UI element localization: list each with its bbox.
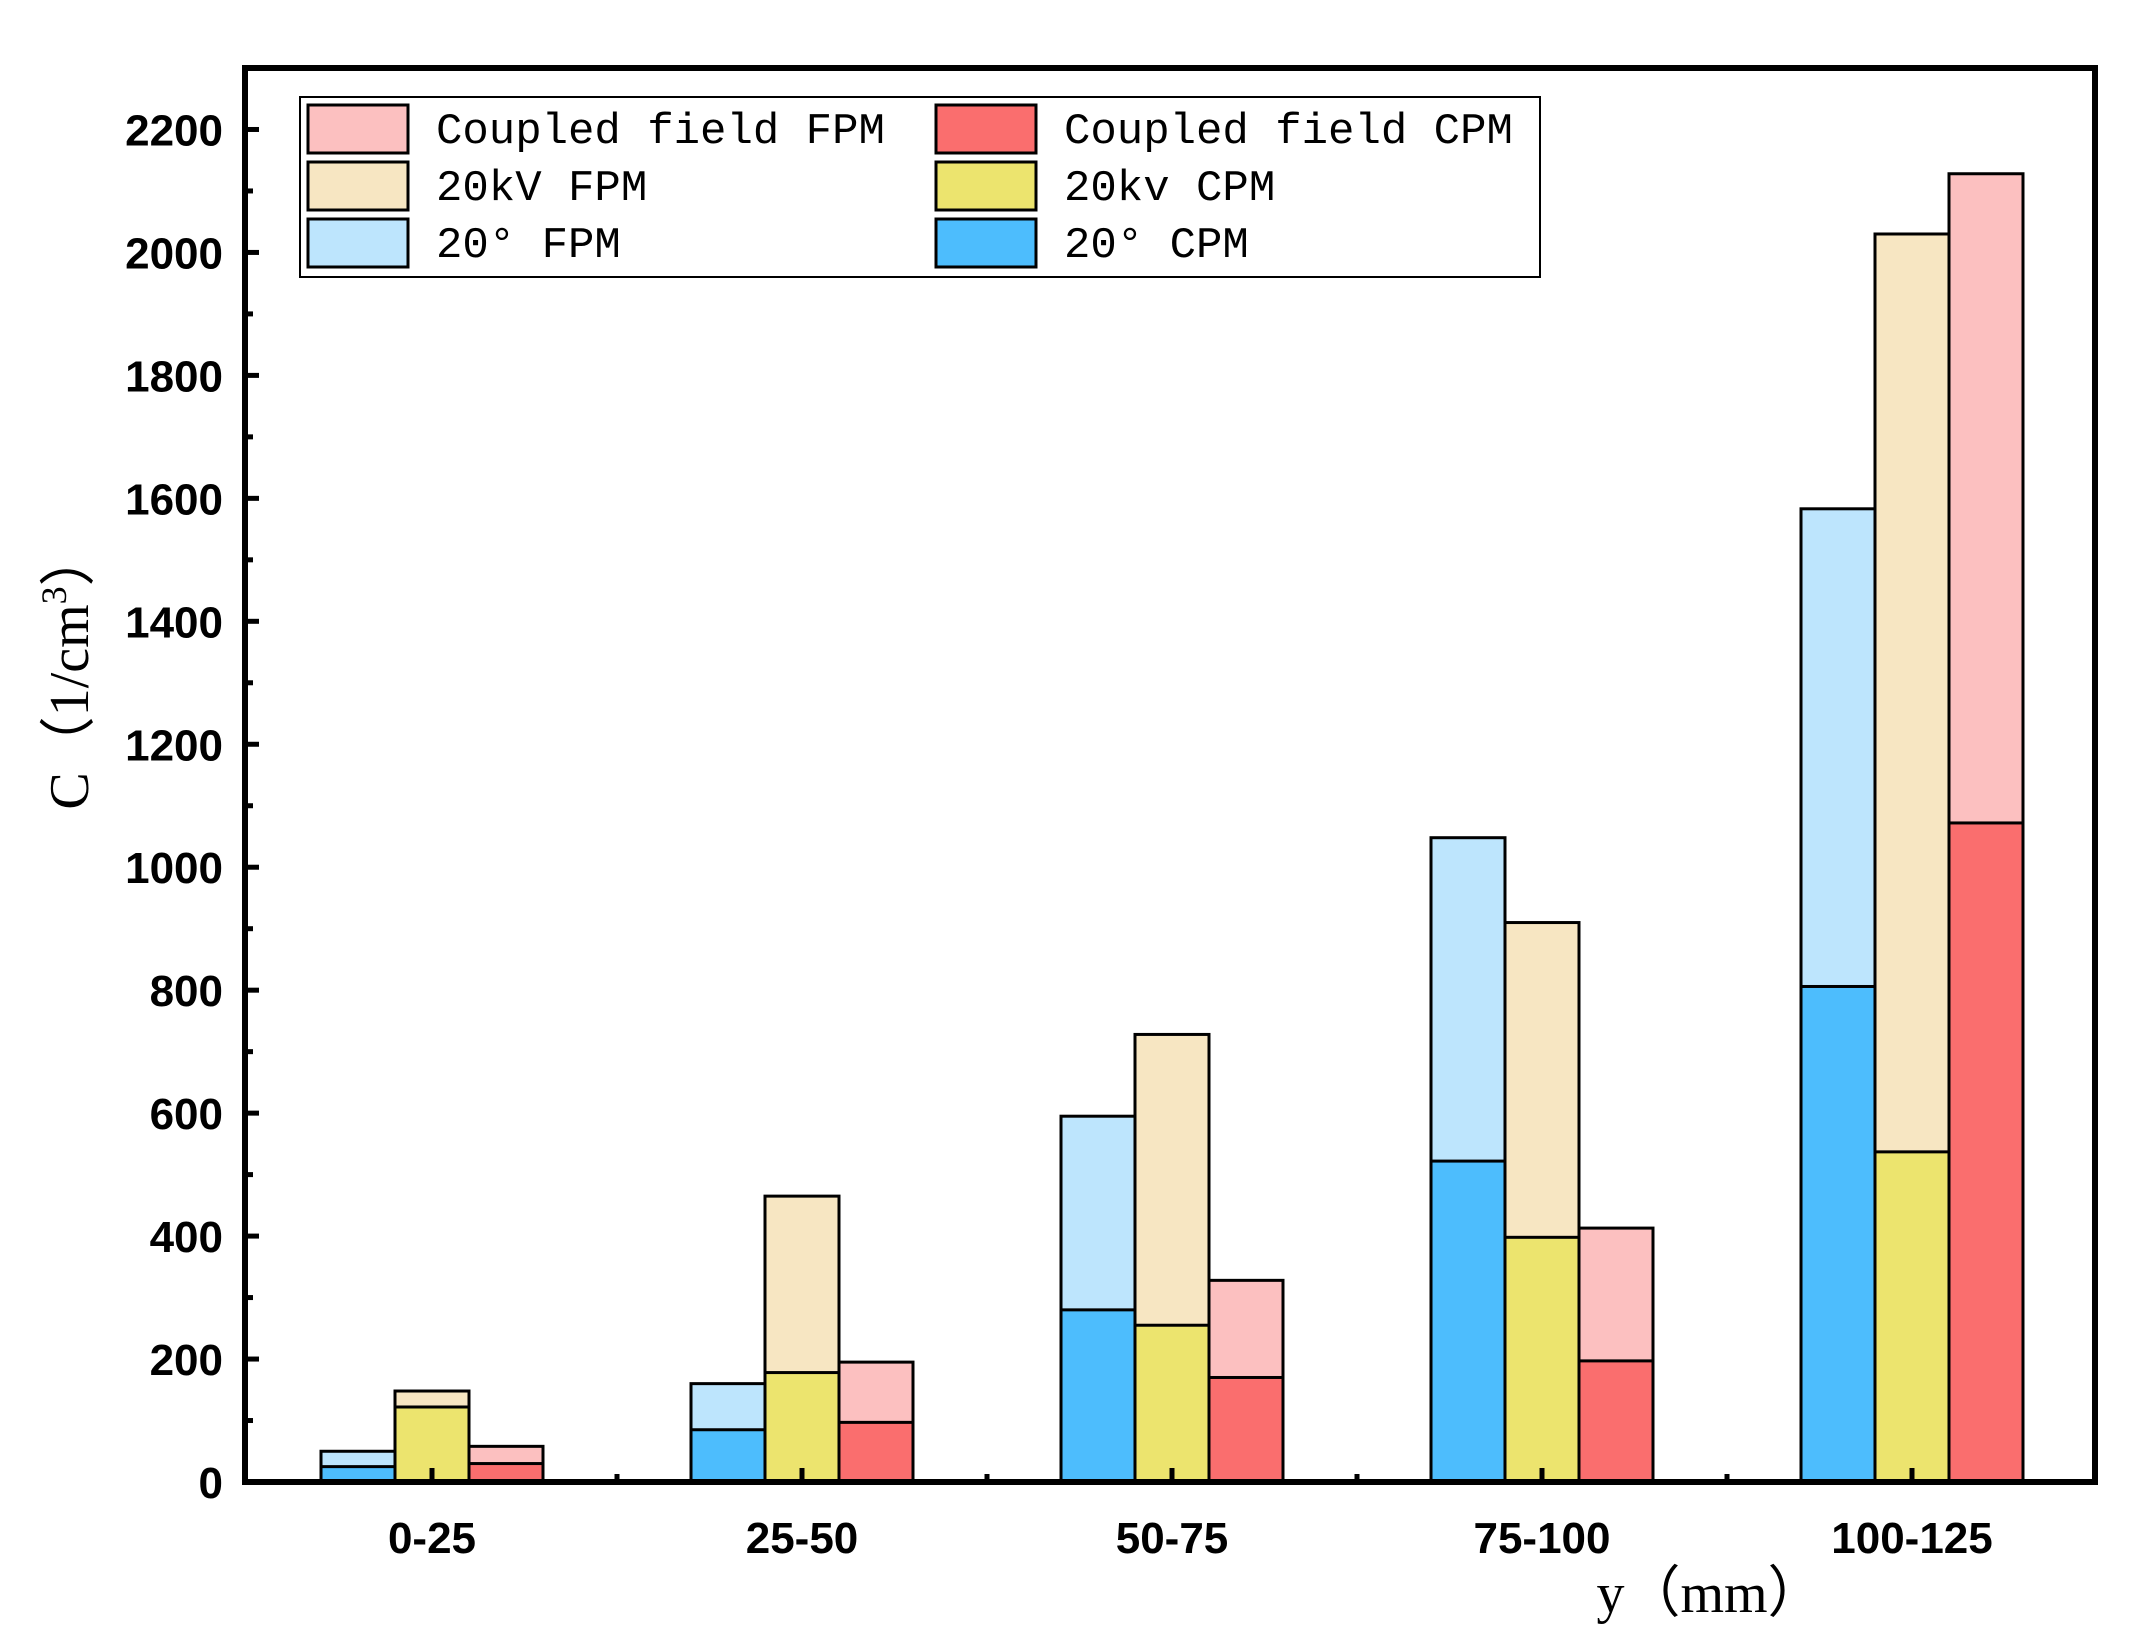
y-tick-label: 200 [150,1336,223,1385]
legend-swatch [934,103,1038,155]
legend-swatch [306,103,410,155]
legend-label: 20kV FPM [436,164,647,214]
bar-coupled-field-cpm-25-50 [837,1420,915,1484]
y-tick-label: 1400 [125,598,223,647]
bar-20--cpm-75-100 [1429,1159,1507,1484]
y-tick-label: 2200 [125,106,223,155]
bar-coupled-field-cpm-75-100 [1577,1359,1655,1484]
legend-swatch [934,160,1038,212]
bar-20kv-cpm-100-125 [1873,1150,1951,1484]
bar-coupled-field-cpm-100-125 [1947,821,2025,1484]
y-tick-label: 600 [150,1090,223,1139]
legend-label: 20kv CPM [1064,164,1275,214]
y-tick-label: 2000 [125,229,223,278]
y-tick-label: 800 [150,967,223,1016]
x-tick-label: 25-50 [746,1514,859,1563]
bar-20kv-cpm-25-50 [763,1371,841,1484]
legend: Coupled field FPM Coupled field CPM 20kV F… [299,96,1541,278]
legend-label: Coupled field FPM [436,107,885,157]
legend-swatch [934,217,1038,269]
x-tick-label: 75-100 [1473,1514,1610,1563]
legend-label: 20° CPM [1064,221,1249,271]
legend-swatch [306,217,410,269]
x-tick-label: 0-25 [388,1514,476,1563]
legend-label: 20° FPM [436,221,621,271]
bar-coupled-field-cpm-50-75 [1207,1375,1285,1484]
plot-frame [242,65,2098,1485]
y-tick-label: 1000 [125,844,223,893]
y-axis-title: C（1/cm3） [34,530,101,809]
x-tick-label: 100-125 [1831,1514,1992,1563]
bar-20kv-cpm-75-100 [1503,1235,1581,1484]
y-tick-label: 1600 [125,475,223,524]
axes-layer: 0-25 25-50 50-75 75-100 100-125 0 200 400 600 800… [125,65,2098,1563]
legend-box [299,96,1541,278]
bar-20--cpm-50-75 [1059,1308,1137,1484]
bar-20kv-cpm-50-75 [1133,1323,1211,1484]
y-tick-label: 400 [150,1213,223,1262]
bar-20--cpm-100-125 [1799,984,1877,1484]
legend-label: Coupled field CPM [1064,107,1513,157]
bars-layer [319,172,2025,1484]
y-tick-label: 1800 [125,352,223,401]
bar-20--cpm-25-50 [689,1428,767,1484]
x-axis-title: y（mm） [1596,1563,1823,1625]
legend-swatch [306,160,410,212]
y-tick-label: 1200 [125,721,223,770]
x-tick-label: 50-75 [1116,1514,1229,1563]
y-tick-label: 0 [199,1459,223,1508]
